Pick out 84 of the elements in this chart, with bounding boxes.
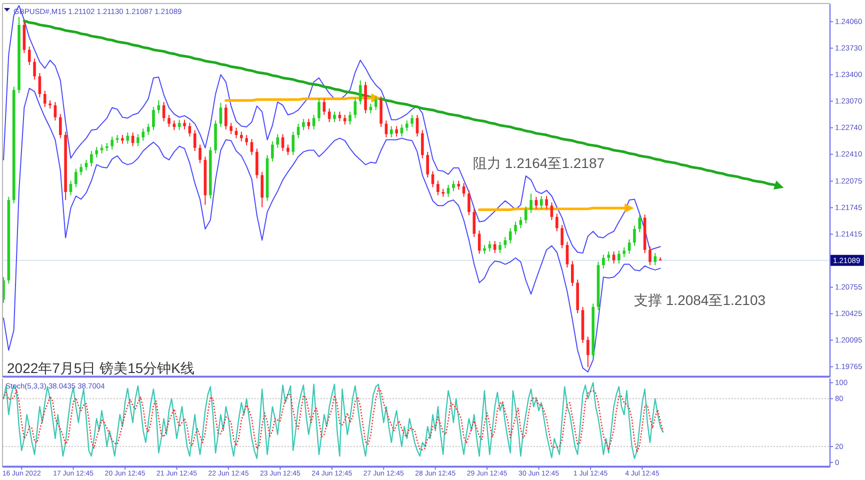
- candlestick: [504, 236, 507, 249]
- candlestick: [545, 196, 548, 210]
- candlestick: [586, 336, 590, 368]
- candlestick: [58, 114, 62, 139]
- candlestick: [524, 206, 528, 224]
- candlestick: [343, 114, 346, 126]
- candlestick: [74, 168, 78, 188]
- candlestick: [276, 134, 280, 148]
- candlestick: [152, 106, 155, 131]
- candlestick: [307, 118, 310, 130]
- candlestick: [395, 126, 398, 138]
- candlestick: [426, 151, 429, 178]
- candlestick: [28, 46, 31, 66]
- candlestick: [540, 196, 543, 210]
- candlestick: [281, 134, 284, 152]
- candlestick: [168, 114, 170, 128]
- candlestick: [618, 250, 620, 264]
- candlestick: [560, 224, 564, 249]
- candlestick: [230, 122, 232, 135]
- annotation: 支撑 1.2084至1.2103: [634, 292, 766, 308]
- candlestick: [566, 241, 569, 268]
- candlestick: [472, 208, 476, 238]
- candlestick: [183, 119, 186, 130]
- candlestick: [260, 171, 264, 208]
- candlestick: [90, 150, 93, 167]
- candlestick: [498, 241, 502, 254]
- candlestick: [612, 250, 616, 264]
- annotation: 阻力 1.2164至1.2187: [473, 155, 605, 171]
- candlestick: [136, 134, 140, 147]
- candlestick: [468, 190, 470, 216]
- candlestick: [80, 163, 82, 176]
- candlestick: [318, 98, 320, 122]
- candlestick: [410, 114, 414, 128]
- candlestick: [224, 104, 228, 130]
- candlestick: [571, 260, 574, 286]
- annotation: 2022年7月5日 镑美15分钟K线: [7, 360, 195, 376]
- candlestick: [142, 128, 145, 142]
- candlestick: [638, 214, 642, 233]
- candlestick: [240, 131, 243, 142]
- candlestick: [172, 120, 176, 131]
- candlestick: [54, 102, 57, 121]
- candlestick: [421, 130, 424, 159]
- candlestick: [622, 246, 626, 258]
- candlestick: [157, 100, 160, 114]
- candlestick: [354, 98, 357, 119]
- candlestick: [555, 213, 558, 232]
- candlestick: [193, 130, 196, 152]
- candlestick: [286, 144, 290, 156]
- candlestick: [493, 240, 496, 254]
- candlestick: [188, 122, 192, 138]
- candlestick: [328, 108, 331, 123]
- candlestick: [302, 118, 305, 131]
- candlestick: [390, 126, 393, 138]
- candlestick: [648, 246, 652, 266]
- candlestick: [602, 254, 605, 269]
- candlestick: [358, 80, 362, 105]
- candlestick: [452, 180, 455, 192]
- candlestick: [245, 134, 248, 146]
- candlestick: [530, 193, 532, 214]
- candlestick: [374, 96, 378, 111]
- candlestick: [519, 216, 522, 229]
- candlestick: [436, 180, 440, 196]
- candlestick: [633, 225, 636, 246]
- candlestick: [550, 202, 554, 221]
- candlestick: [384, 120, 388, 138]
- candlestick: [333, 111, 336, 123]
- candlestick: [198, 144, 202, 164]
- candlestick: [126, 132, 130, 144]
- candlestick: [406, 120, 408, 132]
- candlestick: [33, 58, 36, 80]
- candlestick: [43, 90, 46, 108]
- candlestick: [416, 114, 419, 138]
- candlestick: [250, 138, 254, 156]
- candlestick: [400, 124, 404, 138]
- candlestick: [95, 146, 98, 158]
- candlestick: [514, 221, 517, 236]
- candlestick: [348, 111, 352, 126]
- candlestick: [110, 136, 114, 150]
- candlestick: [271, 140, 274, 162]
- candlestick: [162, 102, 166, 122]
- candlestick: [292, 131, 295, 156]
- line-series: [2, 382, 664, 460]
- candlestick: [607, 250, 610, 262]
- candlestick: [256, 148, 258, 179]
